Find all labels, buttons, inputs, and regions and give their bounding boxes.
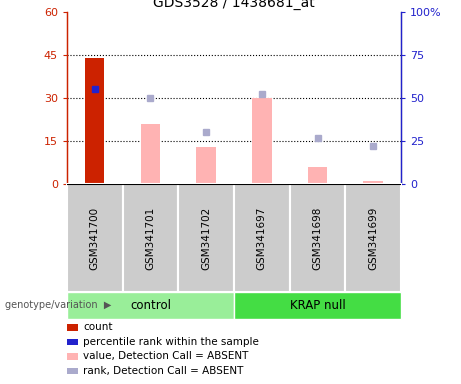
Bar	[308, 167, 327, 184]
Text: value, Detection Call = ABSENT: value, Detection Call = ABSENT	[83, 351, 248, 361]
Bar	[85, 58, 105, 184]
Bar	[178, 184, 234, 292]
Text: GSM341701: GSM341701	[145, 207, 155, 270]
Text: genotype/variation  ▶: genotype/variation ▶	[5, 300, 111, 310]
Text: rank, Detection Call = ABSENT: rank, Detection Call = ABSENT	[83, 366, 243, 376]
Text: GSM341700: GSM341700	[90, 207, 100, 270]
Bar	[234, 292, 401, 319]
Bar	[252, 98, 272, 184]
Bar	[141, 124, 160, 184]
Bar	[234, 184, 290, 292]
Bar	[67, 184, 123, 292]
Text: control: control	[130, 299, 171, 312]
Text: GSM341697: GSM341697	[257, 206, 267, 270]
Bar	[196, 147, 216, 184]
Text: GSM341699: GSM341699	[368, 206, 378, 270]
Bar	[363, 182, 383, 184]
Bar	[345, 184, 401, 292]
Text: count: count	[83, 322, 112, 332]
Title: GDS3528 / 1438681_at: GDS3528 / 1438681_at	[153, 0, 315, 10]
Bar	[67, 292, 234, 319]
Text: percentile rank within the sample: percentile rank within the sample	[83, 337, 259, 347]
Text: KRAP null: KRAP null	[290, 299, 345, 312]
Text: GSM341698: GSM341698	[313, 206, 323, 270]
Text: GSM341702: GSM341702	[201, 207, 211, 270]
Bar	[123, 184, 178, 292]
Bar	[290, 184, 345, 292]
